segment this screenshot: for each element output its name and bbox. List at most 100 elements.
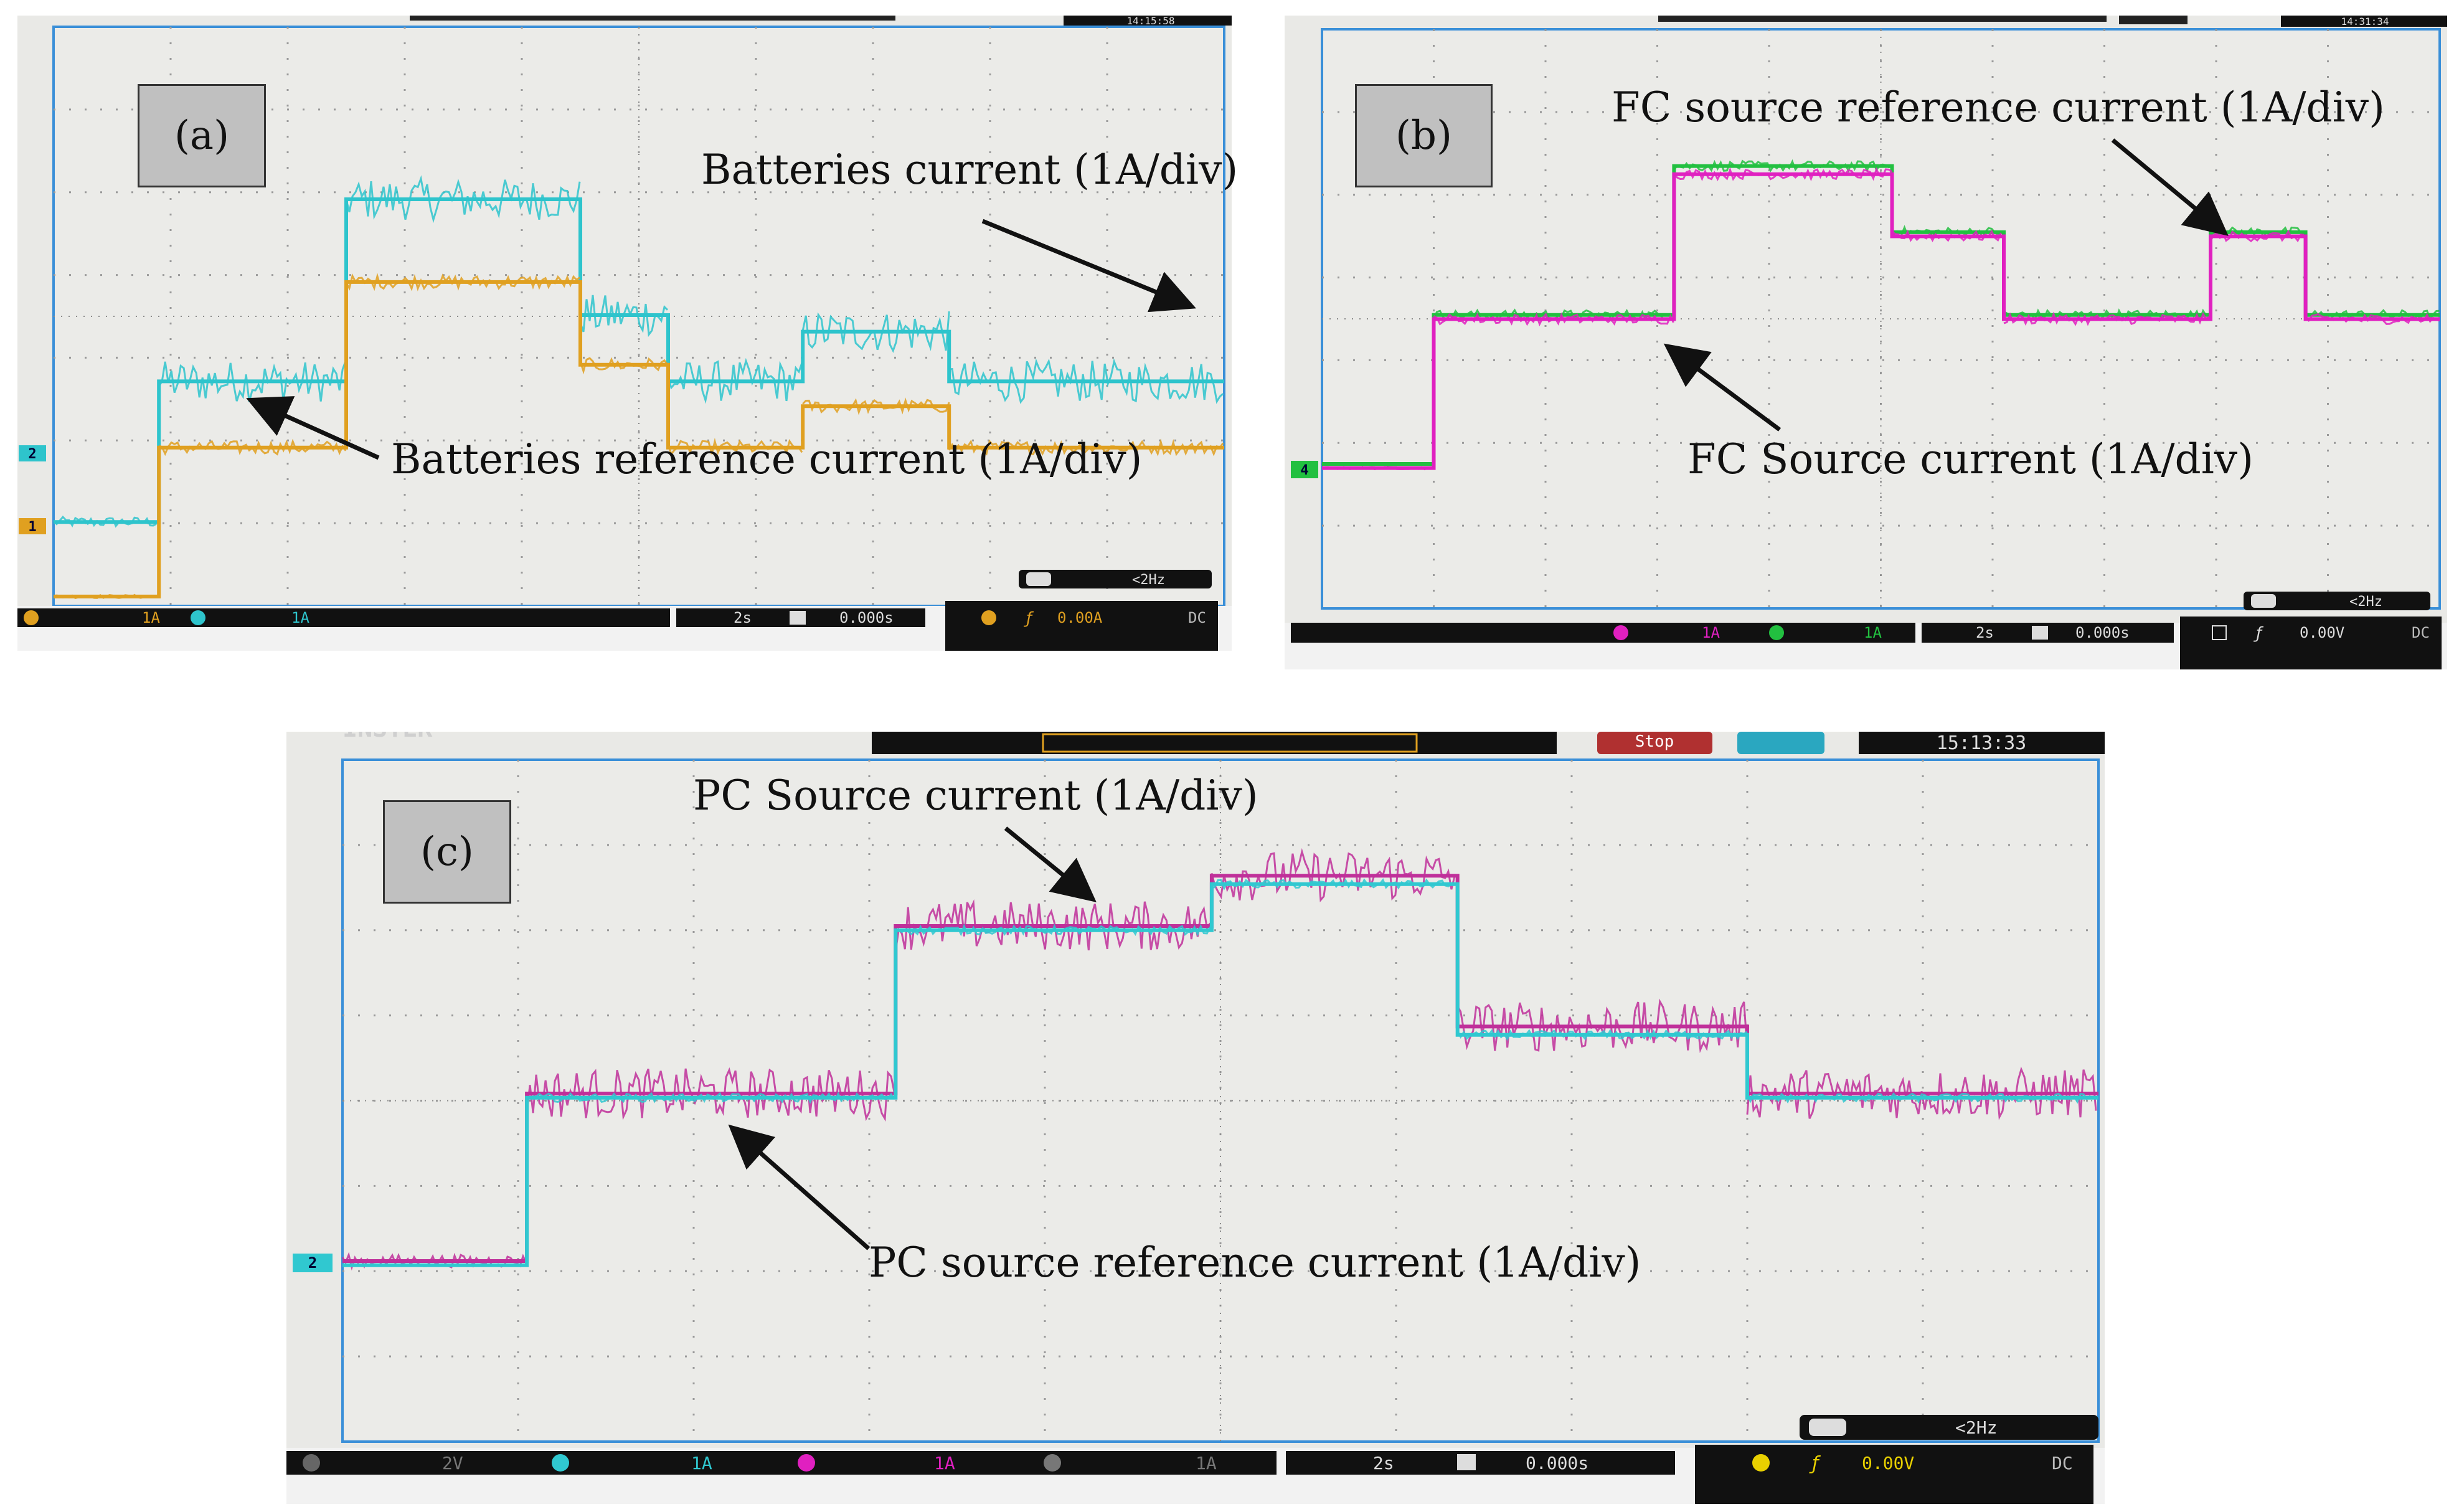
ch2-marker-label: 2: [308, 1254, 317, 1272]
annotation-batteries-current: Batteries current (1A/div): [701, 146, 1239, 194]
channel-status-bar: [17, 608, 670, 627]
arrow-fc-reference: [2111, 138, 2229, 236]
traces: [52, 175, 1224, 600]
ch1-marker[interactable]: [19, 518, 46, 534]
arrow-batteries-reference: [246, 396, 380, 460]
channel-status-bar: [286, 1451, 1277, 1475]
ch1-scale: 2V: [442, 1453, 463, 1473]
h-position-icon: [2032, 626, 2048, 640]
trigger-level: 0.00A: [1057, 609, 1103, 626]
timebase: 2s: [1373, 1453, 1394, 1473]
coupling: DC: [2412, 624, 2430, 641]
annotation-arrows: [728, 826, 1097, 1250]
ch4-badge[interactable]: [1769, 625, 1784, 640]
freq-icon: [2251, 594, 2276, 608]
graticule: [342, 760, 2098, 1442]
timebase: 2s: [1976, 624, 1994, 641]
trigger-level: 0.00V: [2300, 624, 2344, 641]
coupling: DC: [2052, 1453, 2073, 1473]
trigger-level: 0.00V: [1862, 1453, 1914, 1473]
ch4-marker-label: 4: [1300, 463, 1308, 478]
oscilloscope-screen-a: 14:15:58 2 1 1A 1A 2s 0.000s ƒ 0.00A DC …: [17, 16, 1232, 651]
clock-readout: 14:15:58: [1126, 16, 1174, 27]
h-position-icon: [790, 611, 806, 625]
clock-bar: [1859, 732, 2105, 754]
ch3-scale: 1A: [1702, 624, 1720, 641]
trigger-mode-indicator[interactable]: [1737, 732, 1824, 754]
panel-a: 14:15:58 2 1 1A 1A 2s 0.000s ƒ 0.00A DC …: [17, 16, 1238, 651]
freq-counter: [1019, 570, 1212, 588]
freq-icon: [1026, 572, 1051, 586]
clock-readout: 15:13:33: [1937, 732, 2027, 754]
h-position: 0.000s: [2075, 624, 2130, 641]
ch3-badge[interactable]: [1613, 625, 1628, 640]
trigger-edge-icon: ƒ: [2253, 624, 2264, 643]
series-line-batteries-reference-current-1a-div: [54, 280, 1224, 598]
arrow-fc-source: [1663, 343, 1782, 432]
panel-b: 14:31:34 4 1A 1A 2s 0.000s ƒ 0.00V DC <2…: [1285, 16, 2447, 669]
oscilloscope-screen-c: INSTEK Stop 15:13:33 2 2V 1A 1A 1A 2s 0.…: [286, 732, 2105, 1504]
ch1-badge[interactable]: [303, 1454, 320, 1472]
ch2-badge[interactable]: [552, 1454, 569, 1472]
freq-counter: [1800, 1415, 2098, 1440]
brand-fragment: INSTEK: [342, 732, 433, 743]
annotation-pc-source: PC Source current (1A/div): [693, 772, 1258, 820]
panel-label: (b): [1355, 84, 1493, 187]
ch2-scale: 1A: [691, 1453, 712, 1473]
clock-readout: 14:31:34: [2341, 16, 2389, 27]
annotation-batteries-reference: Batteries reference current (1A/div): [391, 435, 1143, 483]
ch2-marker[interactable]: [19, 445, 46, 461]
arrow-pc-reference: [728, 1124, 871, 1250]
traces: [1321, 159, 2440, 471]
graticule: [54, 27, 1224, 606]
run-stop-indicator[interactable]: [1597, 732, 1712, 754]
ch2-scale: 1A: [291, 609, 309, 626]
annotation-pc-reference: PC source reference current (1A/div): [869, 1239, 1641, 1287]
series-line-pc-source-reference-current-1a-div: [342, 882, 2098, 1267]
ch3-scale: 1A: [934, 1453, 955, 1473]
trigger-edge-icon: ƒ: [1809, 1453, 1821, 1475]
trigger-source-badge[interactable]: [1752, 1454, 1770, 1472]
trigger-panel: [945, 601, 1218, 651]
trigger-source-badge[interactable]: [981, 610, 996, 625]
annotation-fc-reference: FC source reference current (1A/div): [1612, 83, 2385, 131]
ch4-scale: 1A: [1196, 1453, 1217, 1473]
annotation-fc-source: FC Source current (1A/div): [1687, 435, 2254, 483]
freq-counter: [2244, 592, 2430, 610]
ch2-marker-label: 2: [28, 447, 36, 462]
graticule: [1322, 29, 2440, 608]
timebase-bar: [1286, 1451, 1675, 1475]
freq-value: <2Hz: [1132, 572, 1165, 588]
h-position: 0.000s: [839, 609, 894, 626]
ch1-scale: 1A: [142, 609, 160, 626]
channel-status-bar: [1291, 623, 1915, 643]
panel-label: (a): [138, 84, 266, 187]
ch3-badge[interactable]: [798, 1454, 815, 1472]
coupling: DC: [1188, 609, 1206, 626]
ch1-marker-label: 1: [28, 519, 36, 535]
ch4-scale: 1A: [1864, 624, 1882, 641]
panel-label: (c): [383, 800, 511, 904]
ch4-marker[interactable]: [1291, 461, 1318, 478]
panel-c: INSTEK Stop 15:13:33 2 2V 1A 1A 1A 2s 0.…: [286, 732, 2105, 1504]
annotation-arrows: [246, 219, 1196, 460]
trigger-source-badge[interactable]: [2212, 625, 2227, 640]
trigger-memory-bar: [872, 732, 1557, 754]
trigger-edge-icon: ƒ: [1023, 609, 1034, 628]
traces: [341, 848, 2098, 1271]
arrow-batteries-current: [981, 219, 1196, 313]
freq-icon: [1809, 1419, 1846, 1436]
ch2-badge[interactable]: [191, 610, 205, 625]
ch1-badge[interactable]: [24, 610, 39, 625]
h-position-icon: [1457, 1454, 1476, 1470]
freq-value: <2Hz: [1955, 1417, 1997, 1438]
ch2-marker[interactable]: [293, 1254, 333, 1272]
timebase: 2s: [734, 609, 752, 626]
oscilloscope-screen-b: 14:31:34 4 1A 1A 2s 0.000s ƒ 0.00V DC <2…: [1285, 16, 2447, 669]
run-state: Stop: [1635, 732, 1674, 751]
h-position: 0.000s: [1526, 1453, 1588, 1473]
annotation-arrows: [1663, 138, 2229, 432]
ch4-badge[interactable]: [1044, 1454, 1061, 1472]
series-line-fc-source-current-1a-div: [1322, 172, 2440, 470]
freq-value: <2Hz: [2349, 594, 2382, 610]
